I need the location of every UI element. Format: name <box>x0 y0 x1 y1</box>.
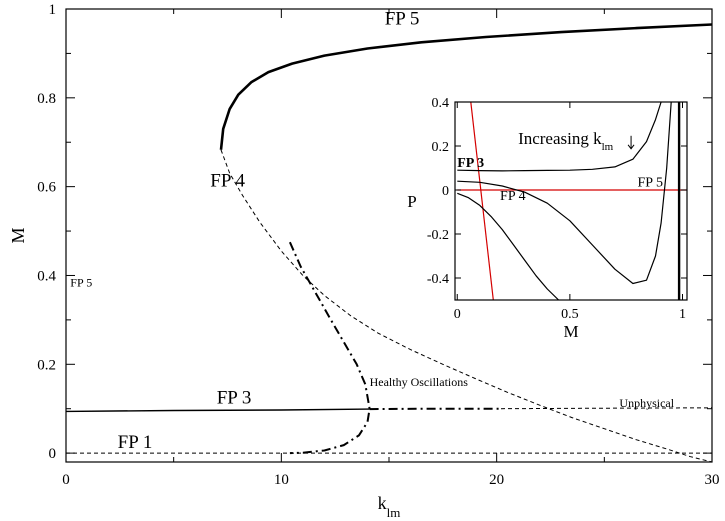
inset-x-tick-label: 0 <box>454 307 461 322</box>
inset-y-tick-label: 0.4 <box>432 96 450 111</box>
inset-series-line-4 <box>457 102 672 285</box>
inset-y-tick-label: 0.2 <box>432 140 450 155</box>
inset-x-tick-label: 1 <box>679 307 686 322</box>
inset-series-line-2 <box>470 102 494 300</box>
main-annotation: FP 1 <box>118 432 153 453</box>
inset-series-line-5 <box>457 192 560 300</box>
inset-y-tick-label: 0 <box>442 184 449 199</box>
main-x-tick-label: 0 <box>62 472 70 488</box>
inset-y-tick-label: -0.4 <box>427 272 449 287</box>
main-y-axis-label: M <box>8 227 28 243</box>
main-y-tick-label: 0.8 <box>37 91 56 107</box>
main-y-tick-label: 0 <box>49 446 57 462</box>
inset-annotation: FP 3 <box>457 156 484 171</box>
inset-arrow-head <box>627 144 635 150</box>
inset-frame <box>454 101 688 301</box>
main-x-axis-label: klm <box>378 493 401 520</box>
main-x-tick-label: 10 <box>274 472 289 488</box>
main-series-line-3 <box>65 408 370 413</box>
inset-y-tick-label: -0.2 <box>427 228 449 243</box>
main-annotation: Unphysical <box>619 396 674 410</box>
inset-x-tick-label: 0.5 <box>561 307 579 322</box>
main-annotation: FP 5 <box>70 276 92 290</box>
main-y-tick-label: 0.4 <box>37 268 56 284</box>
inset-annotation: FP 4 <box>500 189 526 204</box>
inset-x-axis-label: M <box>563 322 578 341</box>
main-annotation: FP 5 <box>385 9 420 30</box>
inset-background <box>410 90 702 346</box>
main-series-line-1 <box>219 23 713 150</box>
main-annotation: FP 4 <box>210 171 245 192</box>
main-x-tick-label: 20 <box>489 472 504 488</box>
main-annotation: Healthy Oscillations <box>370 375 469 389</box>
main-series-line-6 <box>288 241 371 455</box>
inset-annotation: FP 5 <box>637 176 663 191</box>
inset-annotation-increasing: Increasing klm <box>518 129 614 153</box>
main-annotation: FP 3 <box>217 387 252 408</box>
inset-curves <box>457 102 687 300</box>
main-x-tick-label: 30 <box>705 472 720 488</box>
main-y-tick-label: 0.2 <box>37 357 56 373</box>
inset-y-axis-label: P <box>407 192 416 211</box>
inset-series-line-3 <box>457 102 662 172</box>
main-series-line-2 <box>220 149 713 463</box>
inset-plot: 0 0.5 1 -0.4 -0.2 0 0.2 0.4 M P Increasing klm FP 3… <box>407 90 702 346</box>
main-y-tick-label: 1 <box>49 2 57 18</box>
main-y-tick-label: 0.6 <box>37 180 56 196</box>
